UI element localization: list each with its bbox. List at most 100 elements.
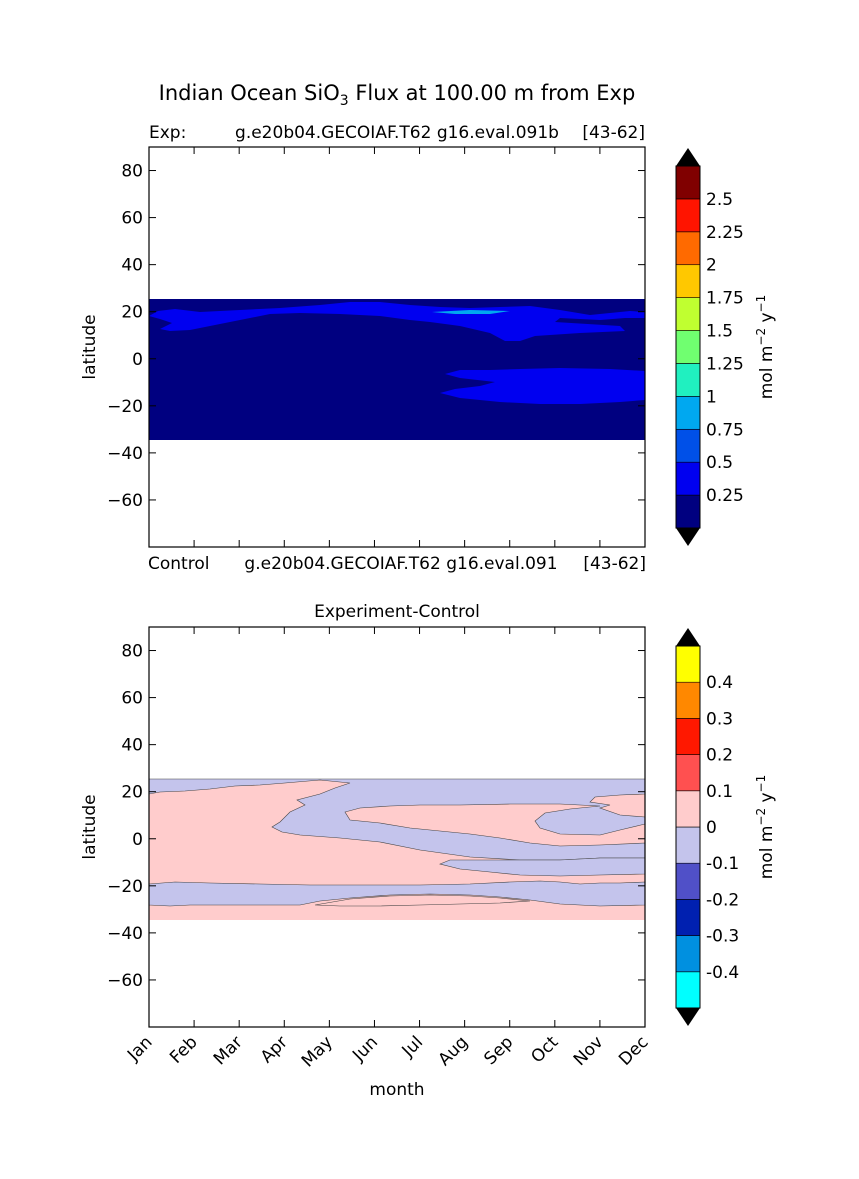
bottom-colorbar-frame [675, 645, 701, 1009]
month-label: May [298, 1032, 337, 1071]
month-label: Jun [348, 1032, 382, 1066]
top-colorbar-swatch [675, 494, 701, 529]
top-colorbar-swatch [675, 231, 701, 266]
bottom-y-ticks: 80 60 40 20 0 −20 −40 −60 [107, 642, 645, 991]
top-colorbar-swatch [675, 363, 701, 397]
top-colorbar-swatch [675, 461, 701, 496]
top-colorbar-tick-label: 2.25 [706, 223, 744, 243]
month-label: Oct [527, 1032, 562, 1067]
bottom-colorbar-extend-min [676, 1008, 700, 1026]
top-ytick-label: 80 [121, 162, 143, 182]
bottom-colorbar-swatch [675, 718, 701, 755]
exp-label-right: [43-62] [582, 123, 645, 143]
month-label: Jul [398, 1032, 427, 1061]
control-label-mid: g.e20b04.GECOIAF.T62 g16.eval.091 [244, 554, 557, 574]
top-colorbar-swatch [675, 330, 701, 364]
bottom-colorbar-swatch [675, 645, 701, 683]
top-colorbar-tick-label: 2.5 [706, 190, 733, 210]
month-label: Aug [435, 1032, 473, 1070]
bottom-region-south-band [149, 880, 645, 907]
top-ylabel: latitude [80, 314, 100, 379]
control-label-left: Control [148, 554, 209, 574]
bottom-colorbar-tick-label: 0.3 [706, 709, 733, 729]
bottom-colorbar-swatch [675, 826, 701, 864]
top-colorbar-extend-min [676, 528, 700, 546]
top-colorbar-tick-label: 2 [706, 256, 717, 276]
top-ytick-label: 20 [121, 303, 143, 323]
bottom-colorbar-swatch [675, 754, 701, 792]
top-ytick-label: −20 [107, 397, 143, 417]
bottom-colorbar-tick-label: -0.4 [706, 963, 739, 983]
top-ytick-label: 40 [121, 256, 143, 276]
bottom-axes-frame [148, 626, 646, 1028]
bottom-colorbar-tick-label: -0.2 [706, 890, 739, 910]
bottom-colorbar-tick-label: 0.2 [706, 746, 733, 766]
bottom-ytick-label: 0 [132, 830, 143, 850]
top-colorbar-swatch [675, 165, 701, 200]
top-ytick-label: 60 [121, 209, 143, 229]
top-colorbar: 0.25 0.5 0.75 1 1.25 1.5 1.75 2 2.25 2.5 [675, 148, 744, 546]
top-axes-frame [148, 146, 646, 548]
bottom-region-south-pink-lens [314, 894, 531, 907]
month-label: Jan [123, 1032, 156, 1065]
month-label: Mar [210, 1032, 247, 1069]
bottom-contour-field [149, 778, 645, 920]
month-label: Dec [615, 1032, 652, 1069]
top-colorbar-frame [675, 165, 701, 529]
bottom-ytick-label: 20 [121, 783, 143, 803]
top-colorbar-tick-label: 1.75 [706, 289, 744, 309]
top-region-north-band [149, 302, 645, 341]
top-colorbar-swatch [675, 264, 701, 298]
bottom-colorbar-swatch [675, 899, 701, 936]
bottom-colorbar-swatch [675, 790, 701, 828]
top-ytick-label: −40 [107, 444, 143, 464]
top-region-small-patch [432, 310, 510, 314]
bottom-colorbar-swatch [675, 681, 701, 719]
bottom-colorbar-tick-label: -0.1 [706, 854, 739, 874]
bottom-colorbar-label: mol m−2 y−1 [754, 775, 777, 880]
control-label-right: [43-62] [583, 554, 646, 574]
month-label: Feb [166, 1032, 201, 1067]
top-colorbar-swatch [675, 297, 701, 331]
diff-title: Experiment-Control [314, 602, 480, 622]
top-x-ticks [148, 147, 646, 547]
bottom-xlabel: month [369, 1080, 424, 1100]
bottom-colorbar-swatch [675, 971, 701, 1009]
top-colorbar-tick-label: 1.5 [706, 322, 733, 342]
top-contour-field [149, 299, 645, 440]
month-label: Sep [480, 1032, 517, 1069]
bottom-region-north-band [149, 778, 645, 861]
top-colorbar-tick-label: 0.5 [706, 453, 733, 473]
bottom-ytick-label: 40 [121, 736, 143, 756]
bottom-colorbar-swatch [675, 935, 701, 973]
bottom-region-mid-tongue [439, 857, 645, 877]
month-label: Apr [257, 1032, 292, 1067]
bottom-ytick-label: −60 [107, 971, 143, 991]
bottom-ytick-label: −40 [107, 924, 143, 944]
bottom-colorbar-tick-label: -0.3 [706, 927, 739, 947]
figure-title: Indian Ocean SiO3 Flux at 100.00 m from … [159, 81, 636, 109]
bottom-colorbar-extend-max [676, 628, 700, 646]
top-region-south-band [440, 368, 645, 404]
bottom-colorbar: -0.4 -0.3 -0.2 -0.1 0 0.1 0.2 0.3 0.4 [675, 628, 739, 1026]
top-colorbar-swatch [675, 198, 701, 233]
bottom-ytick-label: 60 [121, 689, 143, 709]
month-label: Nov [570, 1032, 608, 1070]
bottom-colorbar-tick-label: 0.4 [706, 673, 733, 693]
top-colorbar-swatch [675, 396, 701, 430]
bottom-ytick-label: 80 [121, 642, 143, 662]
top-colorbar-tick-label: 0.25 [706, 486, 744, 506]
bottom-colorbar-swatch [675, 862, 701, 900]
bottom-colorbar-tick-label: 0.1 [706, 782, 733, 802]
top-colorbar-extend-max [676, 148, 700, 166]
top-colorbar-tick-label: 1.25 [706, 354, 744, 374]
top-y-ticks: 80 60 40 20 0 −20 −40 −60 [107, 162, 645, 511]
bottom-ytick-label: −20 [107, 877, 143, 897]
top-ytick-label: 0 [132, 350, 143, 370]
exp-label-left: Exp: [149, 123, 186, 143]
exp-label-mid: g.e20b04.GECOIAF.T62 g16.eval.091b [235, 123, 559, 143]
bottom-colorbar-tick-label: 0 [706, 818, 717, 838]
top-colorbar-tick-label: 1 [706, 387, 717, 407]
top-colorbar-label: mol m−2 y−1 [754, 295, 777, 400]
